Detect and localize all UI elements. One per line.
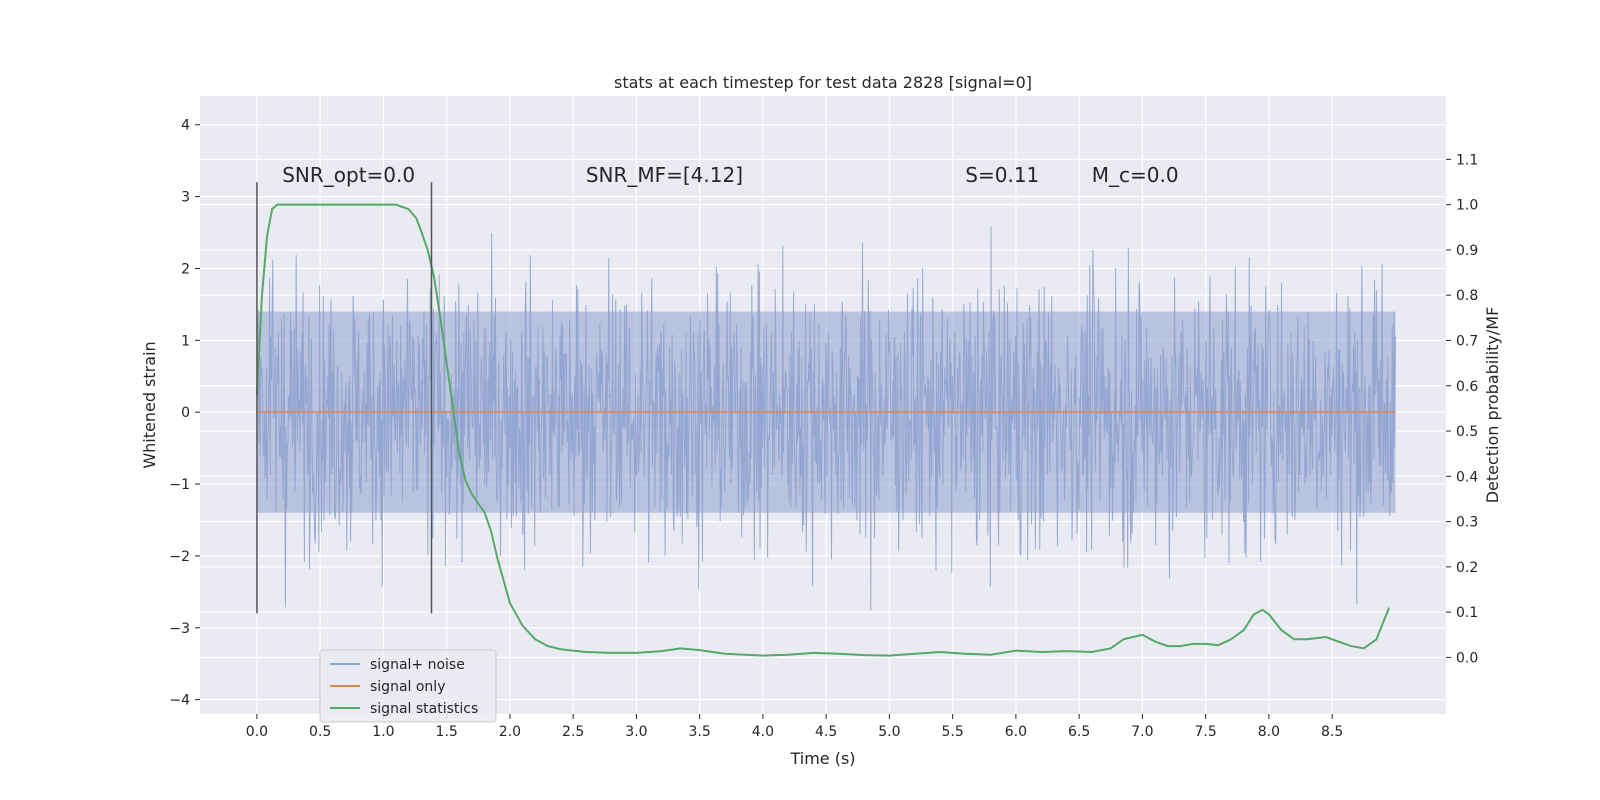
y2-axis-ticks: 0.0 0.1 0.2 0.3 0.4 0.5 0.6 0.7 0.8 0.9 1.0 1.1 bbox=[1446, 152, 1478, 666]
x-tick-label: 4.5 bbox=[815, 724, 837, 740]
x-tick-label: 1.5 bbox=[436, 724, 458, 740]
y-tick-label: −4 bbox=[169, 693, 190, 709]
x-tick-label: 4.0 bbox=[752, 724, 774, 740]
y-tick-label: 3 bbox=[181, 190, 190, 206]
legend-label-signal-noise: signal+ noise bbox=[370, 657, 465, 673]
annotation-text: SNR_opt=0.0 bbox=[282, 163, 415, 187]
y2-tick-label: 0.3 bbox=[1456, 515, 1478, 531]
y2-tick-label: 0.6 bbox=[1456, 379, 1478, 395]
legend-label-signal-only: signal only bbox=[370, 679, 445, 695]
x-tick-label: 2.5 bbox=[562, 724, 584, 740]
y2-tick-label: 0.2 bbox=[1456, 560, 1478, 576]
x-tick-label: 7.5 bbox=[1195, 724, 1217, 740]
y-tick-label: −3 bbox=[169, 621, 190, 637]
y2-axis-label: Detection probability/MF bbox=[1483, 307, 1502, 504]
x-tick-label: 5.0 bbox=[878, 724, 900, 740]
y2-tick-label: 0.5 bbox=[1456, 424, 1478, 440]
legend-box bbox=[319, 649, 497, 723]
y-axis-ticks: −4 −3 −2 −1 0 1 2 3 4 bbox=[169, 118, 200, 709]
x-tick-label: 6.5 bbox=[1068, 724, 1090, 740]
x-tick-label: 6.0 bbox=[1005, 724, 1027, 740]
x-tick-label: 2.0 bbox=[499, 724, 521, 740]
x-tick-label: 8.0 bbox=[1258, 724, 1280, 740]
x-tick-label: 1.0 bbox=[372, 724, 394, 740]
legend-label-signal-statistics: signal statistics bbox=[370, 701, 478, 717]
x-axis-label: Time (s) bbox=[789, 749, 855, 768]
y2-tick-label: 0.0 bbox=[1456, 650, 1478, 666]
series-line-signal-noise bbox=[256, 226, 1396, 611]
y-tick-label: −2 bbox=[169, 549, 190, 565]
y-tick-label: 1 bbox=[181, 333, 190, 349]
y-tick-label: −1 bbox=[169, 477, 190, 493]
y-tick-label: 0 bbox=[181, 405, 190, 421]
x-tick-label: 3.0 bbox=[625, 724, 647, 740]
y2-tick-label: 0.4 bbox=[1456, 469, 1478, 485]
annotation-text: S=0.11 bbox=[965, 163, 1039, 187]
annotation-text: SNR_MF=[4.12] bbox=[586, 163, 743, 187]
x-tick-label: 7.0 bbox=[1131, 724, 1153, 740]
y-tick-label: 4 bbox=[181, 118, 190, 134]
x-tick-label: 8.5 bbox=[1321, 724, 1343, 740]
y2-tick-label: 1.1 bbox=[1456, 152, 1478, 168]
x-tick-label: 0.0 bbox=[246, 724, 268, 740]
y2-tick-label: 0.7 bbox=[1456, 333, 1478, 349]
y2-tick-label: 0.9 bbox=[1456, 243, 1478, 259]
series-lines bbox=[255, 203, 1396, 657]
y2-tick-label: 1.0 bbox=[1456, 198, 1478, 214]
x-tick-label: 0.5 bbox=[309, 724, 331, 740]
legend: signal+ noise signal only signal statist… bbox=[319, 649, 497, 723]
x-tick-label: 5.5 bbox=[942, 724, 964, 740]
vertical-markers bbox=[256, 182, 433, 614]
y2-tick-label: 0.1 bbox=[1456, 605, 1478, 621]
chart-title: stats at each timestep for test data 282… bbox=[614, 73, 1032, 92]
annotations: SNR_opt=0.0 SNR_MF=[4.12] S=0.11 M_c=0.0 bbox=[282, 163, 1178, 187]
y-tick-label: 2 bbox=[181, 261, 190, 277]
annotation-text: M_c=0.0 bbox=[1092, 163, 1179, 187]
x-tick-label: 3.5 bbox=[689, 724, 711, 740]
y-axis-label: Whitened strain bbox=[140, 341, 159, 468]
y2-tick-label: 0.8 bbox=[1456, 288, 1478, 304]
x-axis-ticks: 0.0 0.5 1.0 1.5 2.0 2.5 3.0 3.5 4.0 4.5 5.0 5.5 6.0 6… bbox=[246, 714, 1343, 740]
series-line-signal-statistics bbox=[255, 203, 1391, 657]
